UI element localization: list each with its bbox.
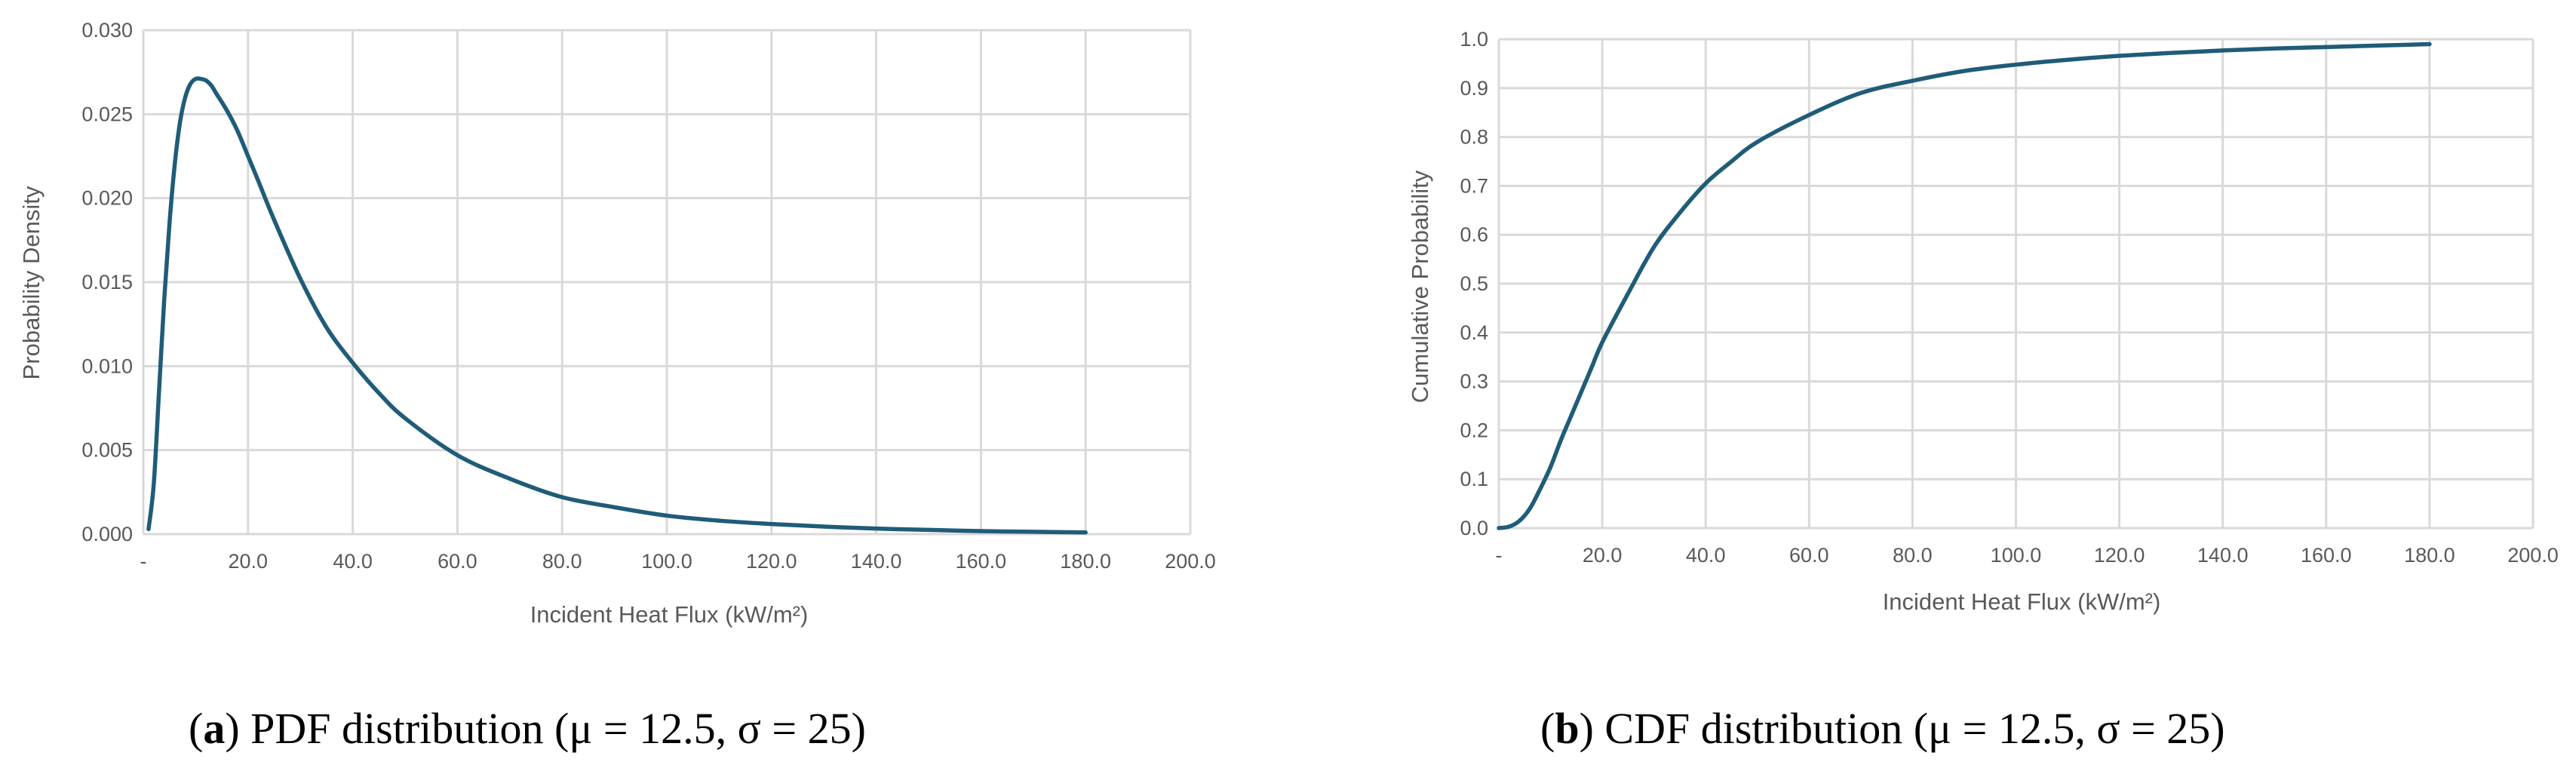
pdf-x-tick-label: 40.0 [333, 550, 373, 573]
cdf-x-tick-label: 180.0 [2404, 544, 2455, 567]
cdf-y-tick-label: 0.2 [1460, 419, 1488, 441]
cdf-y-tick-label: 0.7 [1460, 174, 1488, 197]
cdf-gridlines [1497, 38, 2535, 530]
pdf-x-tick-label: 120.0 [746, 550, 797, 573]
cdf-y-tick-label: 0.3 [1460, 370, 1488, 393]
pdf-curve-layer [146, 76, 1088, 535]
pdf-y-tick-label: 0.005 [81, 439, 133, 462]
pdf-x-tick-label: 140.0 [851, 550, 902, 573]
caption-a: (a) PDF distribution (μ = 12.5, σ = 25) [189, 704, 866, 753]
cdf-x-tick-label: 40.0 [1686, 544, 1726, 567]
cdf-y-tick-label: 0.6 [1460, 223, 1488, 246]
pdf-chart: 0.000 0.005 0.010 0.015 0.020 0.025 0.030 - 20.… [18, 19, 1216, 628]
pdf-x-tick-label: 60.0 [438, 550, 477, 573]
pdf-x-tick-label: - [140, 550, 147, 573]
pdf-x-tick-labels: - 20.0 40.0 60.0 80.0 100.0 120.0 140.0 160.0 180… [140, 550, 1216, 573]
cdf-x-tick-label: - [1496, 544, 1503, 567]
cdf-x-tick-labels: - 20.0 40.0 60.0 80.0 100.0 120.0 140.0 160.0 180… [1496, 544, 2559, 567]
cdf-series-line-0 [1497, 41, 2432, 530]
cdf-y-tick-label: 0.4 [1460, 321, 1488, 344]
cdf-y-tick-label: 0.8 [1460, 126, 1488, 149]
pdf-x-tick-label: 160.0 [956, 550, 1007, 573]
cdf-y-tick-label: 0.9 [1460, 77, 1488, 100]
pdf-y-tick-label: 0.010 [81, 355, 133, 377]
pdf-y-tick-label: 0.030 [81, 19, 133, 41]
cdf-x-tick-label: 20.0 [1583, 544, 1623, 567]
caption-a-text: PDF distribution (μ = 12.5, σ = 25) [250, 704, 866, 753]
cdf-chart: 0.0 0.1 0.2 0.3 0.4 0.5 0.6 0.7 0.8 0.9 1.0 - 20.0 4… [1407, 28, 2559, 615]
pdf-x-tick-label: 180.0 [1060, 550, 1111, 573]
cdf-y-tick-label: 0.0 [1460, 517, 1488, 539]
cdf-y-tick-label: 0.5 [1460, 272, 1488, 295]
pdf-x-axis-title: Incident Heat Flux (kW/m²) [530, 601, 809, 628]
pdf-y-tick-label: 0.025 [81, 103, 133, 125]
pdf-y-tick-label: 0.020 [81, 187, 133, 210]
cdf-curve-layer [1497, 41, 2432, 530]
cdf-x-tick-label: 160.0 [2301, 544, 2352, 567]
pdf-y-tick-label: 0.000 [81, 523, 133, 545]
caption-b-text: CDF distribution (μ = 12.5, σ = 25) [1604, 704, 2224, 753]
cdf-x-tick-label: 120.0 [2094, 544, 2145, 567]
pdf-series-line-0 [146, 76, 1088, 535]
cdf-x-tick-label: 100.0 [1991, 544, 2042, 567]
pdf-x-tick-label: 100.0 [641, 550, 692, 573]
pdf-x-tick-label: 200.0 [1165, 550, 1216, 573]
cdf-y-tick-label: 1.0 [1460, 28, 1488, 51]
pdf-y-axis-title: Probability Density [18, 186, 45, 379]
caption-b: (b) CDF distribution (μ = 12.5, σ = 25) [1540, 704, 2225, 753]
pdf-y-tick-label: 0.015 [81, 271, 133, 293]
cdf-x-axis-title: Incident Heat Flux (kW/m²) [1883, 588, 2161, 615]
cdf-x-tick-label: 60.0 [1789, 544, 1829, 567]
pdf-x-tick-label: 20.0 [229, 550, 269, 573]
cdf-x-tick-label: 80.0 [1893, 544, 1933, 567]
caption-b-label: b [1555, 704, 1579, 753]
pdf-y-tick-labels: 0.000 0.005 0.010 0.015 0.020 0.025 0.030 [81, 19, 133, 545]
caption-a-label: a [203, 704, 225, 753]
cdf-y-tick-labels: 0.0 0.1 0.2 0.3 0.4 0.5 0.6 0.7 0.8 0.9 1.0 [1460, 28, 1488, 539]
pdf-gridlines [142, 29, 1192, 536]
cdf-x-tick-label: 200.0 [2507, 544, 2559, 567]
cdf-y-tick-label: 0.1 [1460, 468, 1488, 490]
cdf-x-tick-label: 140.0 [2197, 544, 2249, 567]
cdf-y-axis-title: Cumulative Probability [1407, 170, 1433, 403]
pdf-x-tick-label: 80.0 [542, 550, 582, 573]
